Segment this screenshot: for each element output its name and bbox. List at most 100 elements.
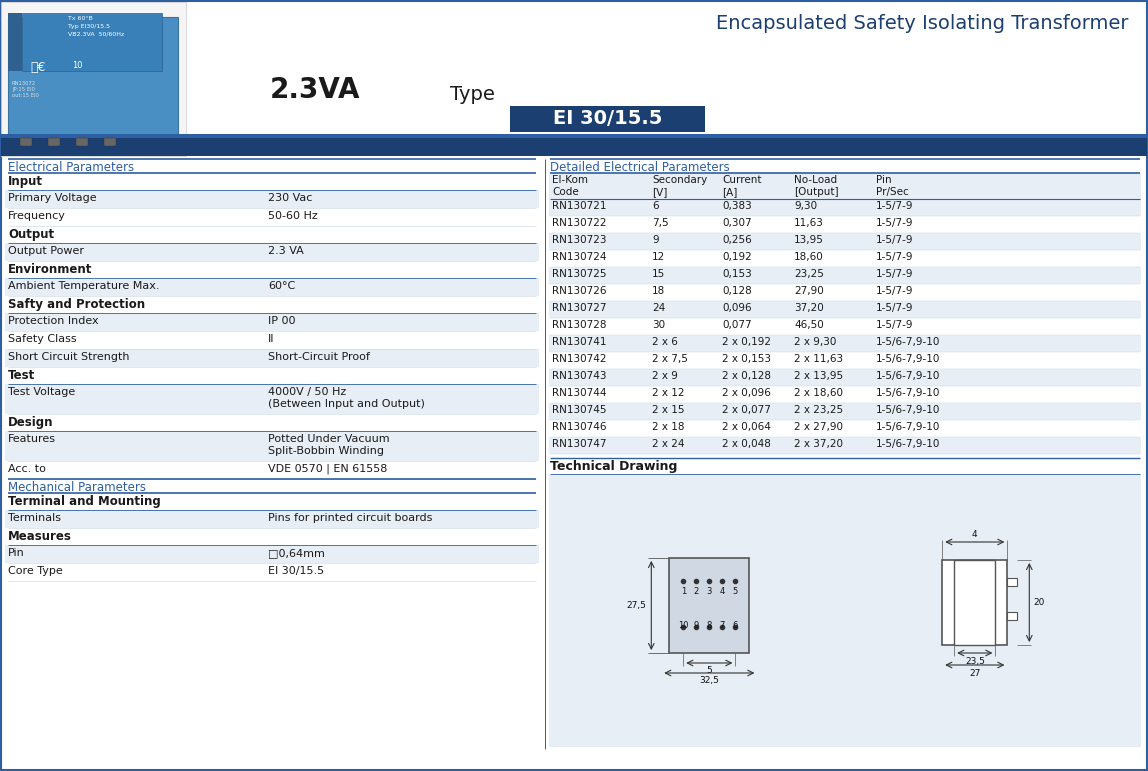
Text: 1-5/7-9: 1-5/7-9 [876, 252, 914, 262]
Text: 23,5: 23,5 [964, 657, 985, 666]
Bar [549, 403, 1141, 420]
Bar [104, 138, 116, 146]
Text: Electrical Parameters: Electrical Parameters [8, 161, 134, 174]
Bar [5, 349, 540, 367]
Text: 2 x 0,153: 2 x 0,153 [722, 354, 771, 364]
Text: Secondary
[V]: Secondary [V] [652, 175, 707, 197]
Text: 2 x 23,25: 2 x 23,25 [794, 405, 843, 415]
Text: Output: Output [8, 228, 54, 241]
Text: 2 x 0,064: 2 x 0,064 [722, 422, 770, 432]
Text: II: II [267, 334, 274, 344]
Text: 2 x 15: 2 x 15 [652, 405, 684, 415]
Text: 2 x 6: 2 x 6 [652, 337, 677, 347]
Bar [549, 284, 1141, 301]
Text: 8: 8 [707, 621, 712, 630]
Bar [1007, 577, 1017, 585]
Text: RN130745: RN130745 [552, 405, 606, 415]
Text: 0,096: 0,096 [722, 303, 752, 313]
Bar [549, 318, 1141, 335]
Text: 18,60: 18,60 [794, 252, 824, 262]
Text: 1-5/7-9: 1-5/7-9 [876, 303, 914, 313]
Bar [549, 199, 1141, 216]
Bar [5, 331, 540, 349]
Text: Mechanical Parameters: Mechanical Parameters [8, 481, 146, 494]
Bar [8, 17, 178, 146]
Text: 2 x 0,077: 2 x 0,077 [722, 405, 770, 415]
Text: 0,256: 0,256 [722, 235, 752, 245]
Text: 1-5/7-9: 1-5/7-9 [876, 201, 914, 211]
Bar [8, 13, 22, 71]
Text: Technical Drawing: Technical Drawing [550, 460, 677, 473]
Text: RN130746: RN130746 [552, 422, 606, 432]
Bar [943, 560, 1007, 645]
Text: RN130728: RN130728 [552, 320, 606, 330]
Text: 5: 5 [732, 587, 738, 596]
Text: 2 x 12: 2 x 12 [652, 388, 684, 398]
Bar [954, 560, 995, 645]
Bar [48, 138, 60, 146]
Text: 7: 7 [720, 621, 726, 630]
Text: 2 x 13,95: 2 x 13,95 [794, 371, 843, 381]
Bar [549, 301, 1141, 318]
Text: RN130723: RN130723 [552, 235, 606, 245]
Text: Safety Class: Safety Class [8, 334, 77, 344]
Text: 1-5/7-9: 1-5/7-9 [876, 218, 914, 228]
Text: Ⓒ€: Ⓒ€ [30, 61, 46, 74]
Text: Terminal and Mounting: Terminal and Mounting [8, 495, 161, 508]
Text: 0,077: 0,077 [722, 320, 752, 330]
Text: Output Power: Output Power [8, 246, 84, 256]
Text: RN130724: RN130724 [552, 252, 606, 262]
Text: 50-60 Hz: 50-60 Hz [267, 211, 318, 221]
Text: Encapsulated Safety Isolating Transformer: Encapsulated Safety Isolating Transforme… [715, 14, 1128, 33]
Text: 30: 30 [652, 320, 665, 330]
Text: 2 x 24: 2 x 24 [652, 439, 684, 449]
Text: 60°C: 60°C [267, 281, 295, 291]
Bar [549, 335, 1141, 352]
Text: EI 30/15.5: EI 30/15.5 [553, 109, 662, 129]
Text: EI 30/15.5: EI 30/15.5 [267, 566, 324, 576]
Text: RN130727: RN130727 [552, 303, 606, 313]
Text: 9: 9 [652, 235, 659, 245]
Text: Typ EI30/15.5: Typ EI30/15.5 [68, 24, 110, 29]
Text: Features: Features [8, 434, 56, 444]
Bar [1, 138, 1147, 156]
Text: 0,128: 0,128 [722, 286, 752, 296]
Text: 2 x 18,60: 2 x 18,60 [794, 388, 843, 398]
Bar [5, 243, 540, 261]
Text: 20: 20 [1033, 598, 1045, 607]
Text: RN130741: RN130741 [552, 337, 606, 347]
Text: 18: 18 [652, 286, 665, 296]
Text: 1-5/7-9: 1-5/7-9 [876, 286, 914, 296]
Text: 2.3VA: 2.3VA [270, 76, 360, 104]
Bar [549, 437, 1141, 454]
Bar [76, 138, 88, 146]
Text: Design: Design [8, 416, 54, 429]
Text: 13,95: 13,95 [794, 235, 824, 245]
Bar [549, 352, 1141, 369]
Text: 0,383: 0,383 [722, 201, 752, 211]
Text: 2 x 0,048: 2 x 0,048 [722, 439, 770, 449]
Bar [549, 386, 1141, 403]
Bar [5, 510, 540, 528]
Text: 32,5: 32,5 [699, 676, 720, 685]
Text: 1-5/6-7,9-10: 1-5/6-7,9-10 [876, 405, 940, 415]
Text: Tx 60°B: Tx 60°B [68, 16, 93, 21]
Text: 7,5: 7,5 [652, 218, 668, 228]
Text: 1: 1 [681, 587, 685, 596]
Bar [5, 313, 540, 331]
Bar [1, 134, 1147, 138]
Bar [1007, 611, 1017, 620]
Text: RN130725: RN130725 [552, 269, 606, 279]
Text: 0,307: 0,307 [722, 218, 752, 228]
Text: RN130721: RN130721 [552, 201, 606, 211]
Text: 2: 2 [693, 587, 699, 596]
Bar [510, 106, 705, 132]
Text: RN13072
JP:15 EI0
out:15 EI0: RN13072 JP:15 EI0 out:15 EI0 [11, 81, 39, 98]
Text: 11,63: 11,63 [794, 218, 824, 228]
Text: 37,20: 37,20 [794, 303, 824, 313]
Text: Core Type: Core Type [8, 566, 63, 576]
Text: 27,5: 27,5 [627, 601, 646, 610]
Text: 27,90: 27,90 [794, 286, 824, 296]
Text: RN130747: RN130747 [552, 439, 606, 449]
Text: 2 x 0,128: 2 x 0,128 [722, 371, 771, 381]
